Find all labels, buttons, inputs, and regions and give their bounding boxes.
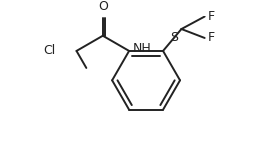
Text: F: F (207, 32, 214, 44)
Text: O: O (98, 0, 108, 12)
Text: S: S (170, 31, 178, 44)
Text: NH: NH (133, 42, 151, 55)
Text: Cl: Cl (44, 44, 56, 57)
Text: F: F (207, 10, 214, 23)
